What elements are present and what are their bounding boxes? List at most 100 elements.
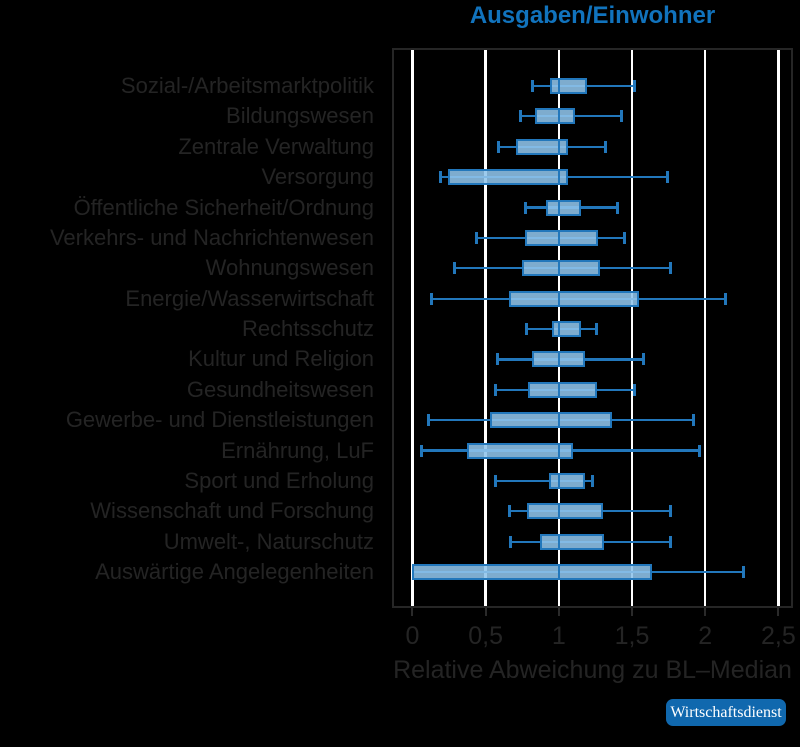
whisker-cap-high: [591, 474, 594, 487]
category-label: Bildungswesen: [226, 103, 374, 129]
whisker-cap-high: [668, 262, 672, 275]
whisker-cap-low: [475, 231, 479, 244]
iqr-box: [535, 108, 575, 125]
iqr-box: [526, 503, 603, 520]
whisker-cap-low: [525, 323, 529, 336]
x-tick-mark: [557, 608, 560, 616]
iqr-box: [539, 533, 605, 550]
gridline: [703, 48, 707, 608]
category-label: Ernährung, LuF: [221, 437, 374, 463]
x-tick-mark: [704, 608, 707, 616]
category-label: Öffentliche Sicherheit/Ordnung: [73, 194, 374, 220]
whisker-cap-low: [430, 292, 433, 305]
iqr-box: [548, 472, 586, 489]
whisker-cap-high: [595, 323, 599, 336]
x-tick-label: 1,5: [614, 622, 650, 650]
category-label: Wohnungswesen: [205, 255, 374, 281]
whisker-cap-low: [497, 140, 501, 153]
whisker-cap-high: [691, 414, 695, 427]
category-label: Versorgung: [261, 164, 374, 190]
median-line: [557, 351, 561, 368]
iqr-box: [466, 442, 574, 459]
iqr-box: [509, 290, 640, 307]
iqr-box: [525, 229, 599, 246]
whisker-cap-high: [697, 444, 701, 457]
whisker-cap-high: [623, 231, 627, 244]
gridline: [411, 48, 414, 608]
whisker-cap-low: [507, 505, 511, 518]
whisker-cap-low: [530, 80, 534, 92]
whisker-cap-high: [633, 383, 637, 396]
whisker-cap-low: [453, 262, 457, 275]
category-label: Sport und Erholung: [184, 467, 374, 493]
whisker-cap-low: [494, 383, 498, 396]
category-label: Zentrale Verwaltung: [178, 133, 374, 159]
x-tick-mark: [777, 608, 780, 616]
whisker-cap-high: [615, 201, 619, 214]
median-line: [557, 290, 561, 307]
median-line: [557, 381, 561, 398]
whisker-cap-low: [495, 353, 499, 366]
whisker-line: [495, 479, 593, 483]
gridline: [484, 48, 487, 608]
whisker-cap-low: [438, 171, 442, 184]
iqr-box: [516, 138, 568, 155]
x-tick-label: 2: [698, 622, 713, 650]
x-tick-label: 1: [551, 622, 566, 650]
whisker-cap-high: [741, 566, 745, 579]
iqr-box: [522, 260, 600, 277]
median-line: [557, 138, 561, 155]
whisker-cap-low: [494, 474, 498, 487]
plot-area: [392, 48, 793, 608]
whisker-cap-high: [642, 353, 646, 366]
median-line: [557, 78, 561, 94]
whisker-cap-high: [604, 140, 608, 153]
whisker-cap-low: [523, 201, 527, 214]
iqr-box: [550, 78, 587, 94]
whisker-cap-low: [419, 444, 423, 457]
x-tick-label: 2,5: [760, 622, 796, 650]
whisker-cap-high: [724, 292, 728, 305]
median-line: [557, 229, 561, 246]
median-line: [557, 108, 561, 125]
chart-title: Ausgaben/Einwohner: [469, 2, 716, 29]
gridline: [630, 48, 634, 608]
iqr-box: [412, 564, 653, 581]
median-line: [557, 533, 561, 550]
median-line: [557, 321, 561, 338]
source-badge-label: Wirtschaftsdienst: [670, 704, 782, 721]
whisker-cap-low: [509, 535, 513, 548]
iqr-box: [490, 412, 612, 429]
x-tick-label: 0: [405, 622, 420, 650]
median-line: [557, 564, 561, 581]
x-tick-mark: [631, 608, 633, 616]
category-label: Auswärtige Angelegenheiten: [95, 559, 374, 585]
median-line: [557, 260, 561, 277]
category-label: Wissenschaft und Forschung: [90, 498, 374, 524]
median-line: [557, 472, 561, 489]
source-badge[interactable]: Wirtschaftsdienst: [666, 699, 786, 726]
x-tick-label: 0,5: [468, 622, 504, 650]
category-label: Energie/Wasserwirtschaft: [125, 285, 374, 311]
x-tick-mark: [484, 608, 487, 616]
iqr-box: [545, 199, 581, 216]
median-line: [557, 199, 561, 216]
median-line: [557, 412, 561, 429]
category-label: Verkehrs- und Nachrichtenwesen: [49, 224, 374, 250]
category-label: Rechtsschutz: [241, 316, 374, 342]
x-tick-mark: [411, 608, 414, 616]
whisker-cap-high: [620, 110, 624, 123]
median-line: [557, 503, 561, 520]
median-line: [557, 169, 561, 186]
whisker-cap-high: [665, 171, 669, 184]
category-label: Umwelt-, Naturschutz: [163, 528, 374, 554]
category-label: Sozial-/Arbeitsmarktpolitik: [120, 73, 374, 98]
iqr-box: [528, 381, 597, 398]
iqr-box: [551, 321, 581, 338]
x-axis-label: Relative Abweichung zu BL–Median: [393, 656, 792, 684]
whisker-cap-high: [633, 80, 637, 92]
median-line: [557, 442, 561, 459]
category-label: Gewerbe- und Dienstleistungen: [65, 407, 374, 433]
whisker-cap-low: [427, 414, 431, 427]
